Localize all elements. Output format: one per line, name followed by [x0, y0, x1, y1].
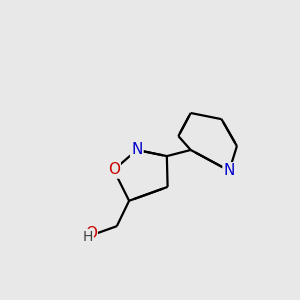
- Text: H: H: [82, 230, 93, 244]
- Text: O: O: [85, 226, 97, 242]
- Text: N: N: [224, 163, 235, 178]
- Text: N: N: [131, 142, 142, 158]
- Text: O: O: [108, 163, 120, 178]
